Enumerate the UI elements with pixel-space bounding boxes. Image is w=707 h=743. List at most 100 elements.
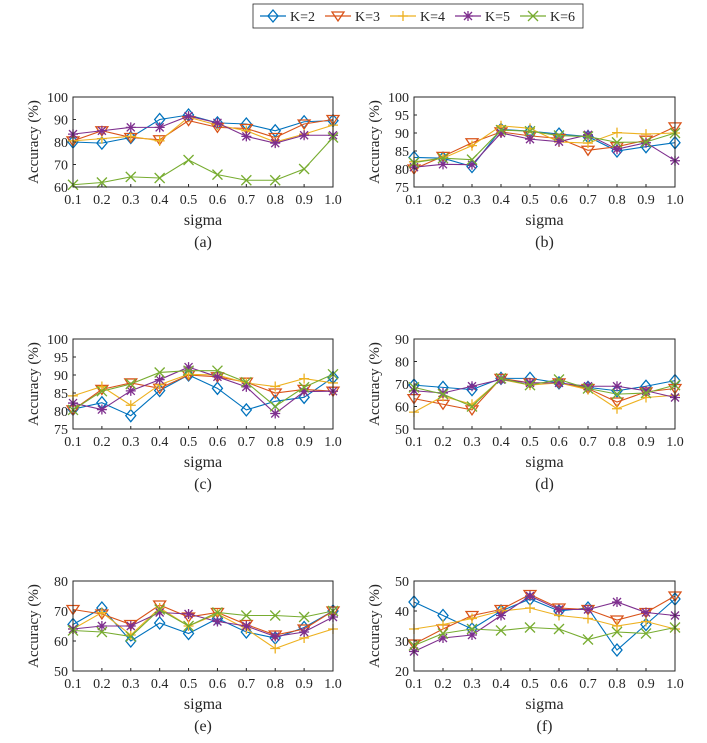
- axes-box: [72, 338, 334, 430]
- x-tick-label: 0.8: [266, 193, 284, 208]
- series-k6: [67, 132, 339, 191]
- marker-asterisk: [641, 385, 651, 396]
- x-axis-label: sigma: [184, 696, 222, 713]
- subplot-c: 0.1 0.2 0.3 0.4 0.5 0.6 0.7 0.8 0.9 1.0 75 80 85 90 95…: [26, 333, 342, 493]
- marker-x: [96, 177, 108, 188]
- x-tick-label: 1.0: [324, 435, 342, 450]
- marker-asterisk: [641, 607, 651, 618]
- marker-plus: [612, 127, 622, 138]
- series-line: [72, 115, 333, 144]
- marker-asterisk: [299, 386, 310, 397]
- marker-asterisk: [96, 404, 107, 415]
- x-tick-label: 0.1: [64, 193, 82, 208]
- x-tick-label: 0.3: [463, 677, 481, 692]
- marker-triangle-down: [268, 132, 283, 144]
- marker-x: [640, 387, 652, 399]
- y-tick-label: 80: [395, 356, 409, 371]
- marker-plus: [467, 140, 477, 151]
- marker-asterisk: [241, 131, 252, 142]
- marker-x: [211, 607, 223, 618]
- marker-x: [269, 174, 281, 186]
- legend-label: K=3: [355, 10, 380, 25]
- marker-asterisk: [299, 130, 310, 141]
- x-tick-label: 0.3: [463, 435, 481, 450]
- x-tick-label: 0.8: [608, 677, 626, 692]
- x-tick-label: 0.2: [93, 677, 111, 692]
- marker-x: [527, 10, 539, 22]
- marker-asterisk: [270, 408, 281, 419]
- series-line: [413, 125, 676, 163]
- subplot-caption: (d): [535, 476, 554, 493]
- marker-x: [524, 379, 536, 391]
- marker-x: [298, 381, 310, 393]
- x-tick-label: 0.7: [579, 193, 597, 208]
- y-tick-label: 80: [54, 405, 68, 420]
- marker-plus: [438, 619, 448, 630]
- subplot-e: 0.1 0.2 0.3 0.4 0.5 0.6 0.7 0.8 0.9 1.0 50 60 70 80 si…: [26, 575, 342, 735]
- subplot-caption: (f): [537, 718, 553, 735]
- marker-asterisk: [183, 609, 194, 619]
- marker-asterisk: [583, 604, 593, 615]
- y-tick-label: 60: [54, 635, 68, 650]
- x-tick-label: 0.9: [295, 193, 313, 208]
- x-tick-label: 0.1: [405, 193, 423, 208]
- x-tick-label: 0.7: [238, 193, 256, 208]
- series-k4: [68, 603, 338, 654]
- y-axis-label: Accuracy (%): [367, 100, 383, 184]
- legend: K=2 K=3 K=4 K=5 K=6: [252, 3, 584, 29]
- marker-diamond: [96, 136, 108, 151]
- series-line: [72, 611, 334, 638]
- marker-asterisk: [525, 377, 535, 388]
- x-tick-label: 0.7: [238, 677, 256, 692]
- y-tick-label: 100: [47, 91, 68, 106]
- marker-plus: [641, 616, 651, 627]
- marker-x: [640, 628, 652, 639]
- x-tick-label: 0.4: [492, 677, 510, 692]
- series-line: [413, 132, 676, 168]
- y-tick-label: 20: [395, 665, 409, 680]
- x-tick-label: 0.2: [434, 193, 452, 208]
- x-tick-label: 0.4: [151, 193, 169, 208]
- marker-triangle-down: [609, 397, 625, 409]
- marker-x: [582, 634, 594, 645]
- marker-x: [183, 620, 195, 632]
- y-axis-label: Accuracy (%): [367, 342, 383, 426]
- marker-plus: [270, 381, 281, 392]
- marker-x: [211, 169, 223, 181]
- series-line: [72, 608, 334, 638]
- x-tick-label: 0.8: [266, 677, 284, 692]
- marker-asterisk: [463, 11, 473, 21]
- series-k2: [408, 122, 681, 174]
- marker-triangle-down: [493, 604, 509, 616]
- marker-x: [154, 367, 166, 378]
- subplot-a: 0.1 0.2 0.3 0.4 0.5 0.6 0.7 0.8 0.9 1.0 60 70 80 90 10…: [26, 91, 342, 251]
- y-tick-label: 90: [395, 127, 409, 142]
- y-tick-label: 70: [54, 159, 68, 174]
- marker-x: [298, 163, 310, 175]
- series-line: [72, 607, 334, 642]
- x-axis-label: sigma: [525, 696, 563, 713]
- marker-asterisk: [154, 374, 165, 385]
- y-tick-label: 60: [54, 181, 68, 196]
- x-tick-label: 0.5: [180, 677, 198, 692]
- marker-asterisk: [241, 381, 252, 392]
- marker-triangle-down: [609, 615, 625, 627]
- series-k2: [67, 367, 339, 423]
- x-tick-label: 0.5: [521, 435, 539, 450]
- marker-x: [211, 365, 223, 377]
- marker-diamond: [182, 626, 195, 641]
- marker-plus: [154, 135, 165, 146]
- x-tick-label: 0.9: [295, 435, 313, 450]
- marker-x: [437, 628, 449, 639]
- series-line: [72, 374, 334, 417]
- marker-plus: [525, 603, 535, 613]
- marker-asterisk: [467, 159, 477, 170]
- marker-x: [96, 626, 108, 638]
- marker-x: [240, 174, 252, 186]
- marker-diamond: [466, 382, 478, 397]
- marker-x: [553, 374, 565, 385]
- marker-plus: [125, 131, 136, 142]
- marker-asterisk: [583, 129, 593, 140]
- series-line: [413, 593, 676, 645]
